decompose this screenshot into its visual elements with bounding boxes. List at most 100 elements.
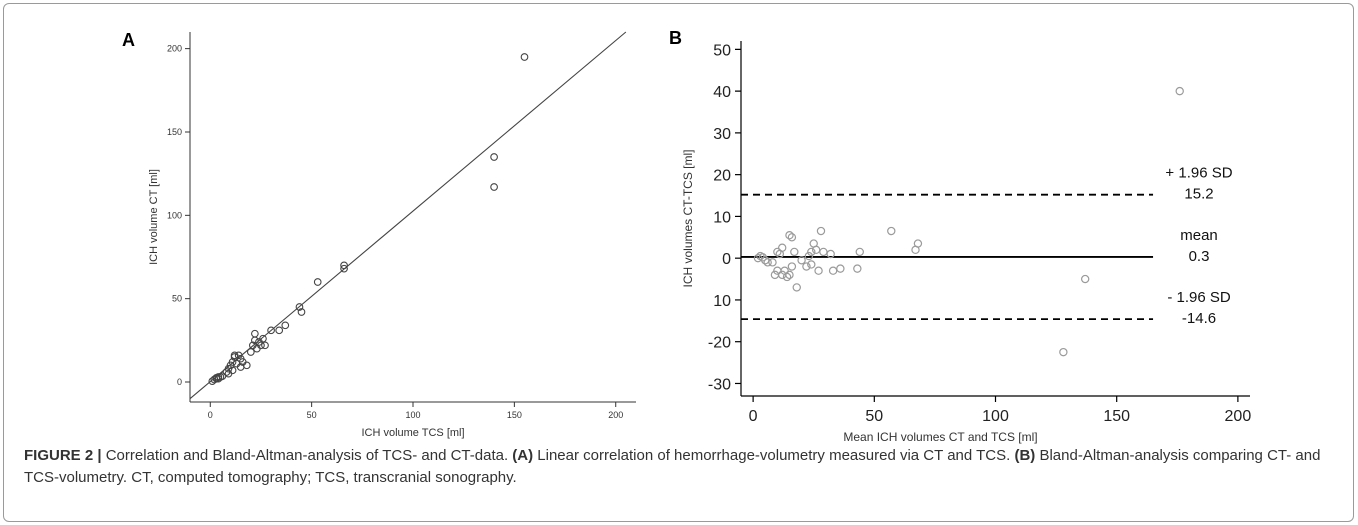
panel-b-data-point [768,258,777,267]
panel-b-data-point [785,231,794,240]
panel-a-y-axis-title: ICH volume CT [ml] [148,169,160,265]
panel-a-y-tick-label: 0 [177,377,182,387]
panel-a-data-point [297,308,306,316]
panel-b-data-point [787,233,797,242]
panel-a-data-point [340,264,348,273]
panel-a-data-point [340,261,348,270]
panel-b-mean-label: mean [1180,227,1218,244]
panel-b-lower-label: - 1.96 SD [1167,289,1231,306]
panel-b-x-tick-label: 50 [865,408,883,425]
panel-b-data-point [782,272,792,282]
panel-a-data-point [259,334,267,343]
panel-b-data-point [807,247,816,257]
panel-b-data-point [804,251,814,261]
caption-text-2: Linear correlation of hemorrhage-volumet… [533,447,1015,464]
figure-caption: FIGURE 2 | Correlation and Bland-Altman-… [24,445,1334,489]
panel-a-data-point [295,303,304,311]
panel-a-x-tick-label: 0 [208,410,213,420]
panel-b-data-point [913,239,923,248]
caption-ref-b: (B) [1014,447,1036,464]
panel-a-y-tick-label: 150 [167,127,182,137]
panel-b-data-point [855,247,864,257]
panel-b-y-tick-label: 40 [713,84,731,101]
panel-b-data-point [811,245,821,255]
panel-b-data-point [790,247,799,257]
panel-b-data-point [1080,274,1090,284]
panel-b-y-axis-title: ICH volumes CT-TCS [ml] [681,149,695,287]
panel-b-data-point [887,226,896,236]
panel-b-x-tick-label: 200 [1225,408,1252,425]
panel-a-data-point [242,361,251,370]
panel-b-data-point [787,262,797,271]
panel-b-y-tick-label: 30 [713,126,731,143]
panel-b-data-point [802,262,811,271]
panel-b-y-tick-label: -30 [708,376,731,393]
panel-a-y-tick-label: 100 [167,210,182,220]
panel-a-y-tick-label: 200 [167,44,182,54]
panel-a-data-point [214,373,223,381]
panel-b-y-tick-label: 0 [722,251,731,268]
panel-b-mean-value: 0.3 [1189,248,1210,265]
panel-a-chart: A 0 50 100 150 200 0 50 100 150 200 ICH volume TCS … [122,30,636,439]
panel-a-data-point [313,278,322,286]
panel-b-data-point [797,256,806,265]
panel-b-y-tick-label: 20 [713,168,731,185]
caption-ref-a: (A) [512,447,534,464]
panel-b-data-point [1059,347,1068,357]
panel-a-x-tick-label: 100 [405,410,420,420]
panel-b-upper-value: 15.2 [1184,186,1213,203]
panel-a-data-point [490,183,498,191]
panel-a-x-tick-label: 150 [507,410,522,420]
panel-b-x-tick-label: 0 [749,408,758,425]
caption-text-1: Correlation and Bland-Altman-analysis of… [101,447,513,464]
panel-b-upper-label: + 1.96 SD [1165,165,1232,182]
panel-a-data-point [490,153,498,161]
panel-a-data-point [230,351,239,360]
caption-text-3: Bland-Altman-analysis comparing CT- and … [24,447,1321,486]
panel-a-data-point [246,348,255,356]
figure-frame: A 0 50 100 150 200 0 50 100 150 200 ICH volume TCS … [3,3,1354,522]
panel-b-data-point [836,264,845,273]
panel-b-y-tick-label: 10 [713,209,731,226]
caption-figure-label: FIGURE 2 | [24,447,102,464]
panel-a-data-point [275,326,284,335]
panel-b-data-point [778,243,787,252]
panel-a-x-tick-label: 200 [608,410,623,420]
panel-a-data-point [520,53,529,61]
panel-a-data-point [281,321,290,330]
panel-b-x-tick-label: 100 [982,408,1009,425]
panel-a-x-axis-title: ICH volume TCS [ml] [361,427,464,439]
panel-a-regression-line [189,31,627,400]
panel-a-y-tick-label: 50 [172,294,182,304]
panel-a-data-point [228,366,237,375]
panel-b-y-tick-label: 50 [713,42,731,59]
panel-b-data-point [828,266,838,275]
panel-b-data-point [816,226,826,236]
panel-a-data-point [267,326,275,335]
panel-b-lower-value: -14.6 [1182,310,1216,327]
panel-b-data-point [826,249,835,259]
panel-b-y-tick-label: 10 [713,293,731,310]
panel-a-data-point [251,329,259,338]
panel-b-data-point [807,260,816,269]
panel-b-data-point [763,258,772,267]
panel-b-data-point [853,264,862,273]
panel-b-y-tick-label: -20 [708,335,731,352]
panel-a-data-point [257,341,265,350]
panel-b-label: B [669,28,682,48]
panel-a-data-point [261,341,269,350]
panel-b-data-point [792,283,801,292]
panel-a-data-point [228,358,237,366]
panel-b-data-point [753,253,763,263]
panel-b-data-point [773,247,782,257]
panel-b-data-point [819,247,828,257]
panel-b-x-tick-label: 150 [1103,408,1130,425]
panel-a-x-tick-label: 50 [307,410,317,420]
panel-b-data-point [1175,86,1184,96]
panel-b-data-point [761,256,770,265]
panel-b-data-point [814,266,823,275]
panel-b-data-point [785,270,794,280]
panel-a-label: A [122,30,135,50]
panel-b-x-axis-title: Mean ICH volumes CT and TCS [ml] [843,430,1037,444]
